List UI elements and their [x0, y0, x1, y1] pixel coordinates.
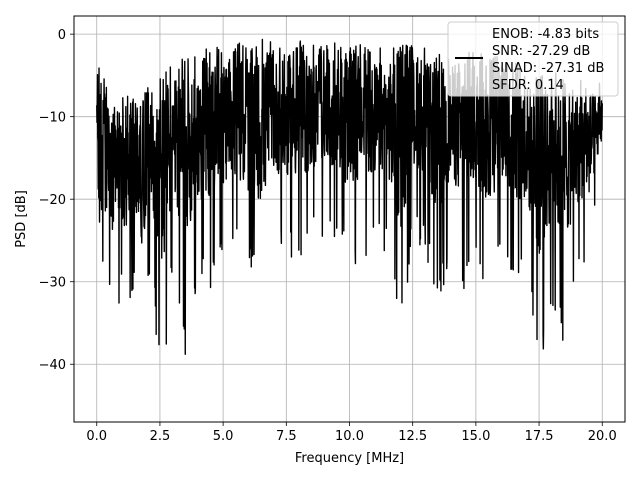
- legend-entry-sinad: SINAD: -27.31 dB: [492, 61, 604, 76]
- y-tick-label: −40: [39, 358, 66, 373]
- x-axis-label: Frequency [MHz]: [295, 451, 404, 466]
- x-tick-label: 20.0: [588, 429, 617, 444]
- x-tick-label: 0.0: [86, 429, 107, 444]
- y-axis-label: PSD [dB]: [14, 190, 29, 248]
- x-ticks: 0.0 2.5 5.0 7.5 10.0 12.5 15.0 17.5 20.0: [86, 422, 617, 444]
- legend-entry-snr: SNR: -27.29 dB: [492, 44, 590, 59]
- y-tick-label: −10: [39, 111, 66, 126]
- legend-box: [447, 21, 619, 97]
- legend-entry-sfdr: SFDR: 0.14: [492, 78, 564, 93]
- y-tick-label: 0: [58, 28, 66, 43]
- x-tick-label: 17.5: [525, 429, 554, 444]
- legend-entry-enob: ENOB: -4.83 bits: [492, 27, 599, 42]
- y-tick-label: −20: [39, 193, 66, 208]
- x-tick-label: 12.5: [398, 429, 427, 444]
- psd-trace: [96, 38, 603, 355]
- x-tick-label: 2.5: [150, 429, 171, 444]
- x-tick-label: 5.0: [213, 429, 234, 444]
- legend: ENOB: -4.83 bits SNR: -27.29 dB SINAD: -…: [447, 21, 619, 97]
- psd-series: [96, 38, 603, 355]
- x-tick-label: 7.5: [276, 429, 297, 444]
- x-tick-label: 15.0: [461, 429, 490, 444]
- x-tick-label: 10.0: [335, 429, 364, 444]
- y-ticks: 0 −10 −20 −30 −40: [39, 28, 74, 373]
- y-tick-label: −30: [39, 276, 66, 291]
